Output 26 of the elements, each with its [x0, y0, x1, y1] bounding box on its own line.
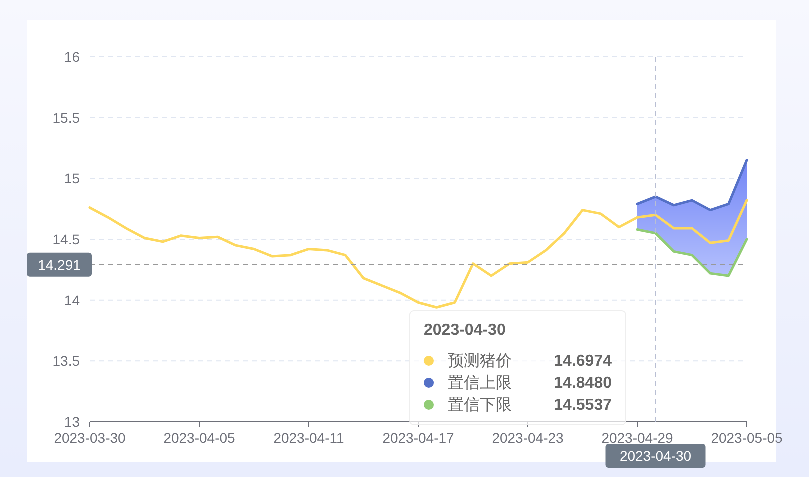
annotation: 14.5537 [554, 397, 612, 414]
legend-label: 置信下限 [448, 397, 512, 414]
x-tick-label: 2023-04-17 [382, 430, 455, 446]
ref-line-label: 14.291 [38, 256, 82, 273]
line-series [636, 159, 748, 212]
y-tick-label: 14 [64, 292, 80, 308]
line-series [636, 228, 748, 278]
y-tick-label: 14.5 [52, 232, 80, 248]
annotation: 14.8480 [554, 375, 612, 392]
y-tick-label: 13 [64, 414, 80, 430]
x-tick-label: 2023-05-05 [711, 430, 784, 446]
x-tick-label: 2023-03-30 [54, 430, 126, 446]
line-series [88, 199, 748, 309]
annotation: 2023-04-30 [424, 322, 506, 339]
legend-label: 预测猪价 [448, 352, 512, 370]
y-tick-label: 13.5 [52, 353, 80, 370]
x-tick-label: 2023-04-11 [274, 430, 344, 446]
ref-line-label: 2023-04-30 [620, 448, 692, 464]
annotation: 14.6974 [554, 353, 612, 370]
y-tick-label: 16 [64, 49, 80, 65]
legend-label: 置信上限 [448, 374, 512, 392]
y-tick-label: 15.5 [52, 110, 80, 126]
y-tick-label: 15 [64, 170, 80, 187]
x-tick-label: 2023-04-23 [492, 430, 564, 446]
x-tick-label: 2023-04-29 [602, 430, 674, 446]
x-tick-label: 2023-04-05 [164, 430, 236, 446]
